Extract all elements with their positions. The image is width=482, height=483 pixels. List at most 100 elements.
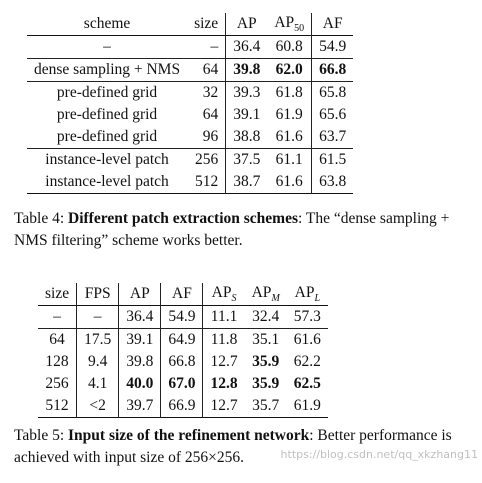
header-fps: FPS — [76, 283, 119, 306]
cell-scheme: instance-level patch — [45, 173, 169, 190]
cell-af: 63.8 — [311, 171, 354, 194]
table-row: – – 36.4 54.9 11.1 32.4 57.3 — [38, 305, 328, 329]
table-row: 512 <2 39.7 66.9 12.7 35.7 61.9 — [38, 395, 328, 418]
cell-apl: 62.2 — [293, 353, 321, 370]
cell-size: 96 — [202, 128, 219, 145]
cell-apm: 35.7 — [252, 397, 280, 414]
cell-apm: 35.1 — [244, 328, 287, 351]
cell-size: 64 — [38, 328, 77, 351]
cell-scheme: – — [103, 38, 111, 55]
cell-af: 66.9 — [160, 395, 203, 418]
cell-af: 66.8 — [311, 58, 354, 82]
cell-size: – — [53, 308, 61, 325]
caption-label: Table 4: — [14, 210, 69, 227]
table-row: dense sampling + NMS 64 39.8 62.0 66.8 — [27, 58, 354, 82]
cell-aps: 11.8 — [202, 328, 245, 351]
cell-fps: – — [76, 305, 119, 329]
table-row: pre-defined grid 32 39.3 61.8 65.8 — [27, 81, 354, 104]
cell-fps: 17.5 — [76, 328, 119, 351]
cell-af: 54.9 — [311, 35, 354, 59]
header-apl: APL — [294, 283, 321, 305]
cell-apm: 35.9 — [252, 353, 280, 370]
header-size: size — [45, 285, 70, 302]
cell-af: 61.5 — [311, 148, 354, 171]
cell-apm: 32.4 — [252, 308, 280, 325]
cell-scheme: dense sampling + NMS — [27, 58, 188, 82]
cell-ap50: 61.6 — [275, 128, 303, 145]
cell-af: 65.6 — [311, 104, 354, 126]
caption-text: : The “dense sampling + NMS filtering” s… — [14, 210, 450, 249]
table-row: – – 36.4 60.8 54.9 — [27, 35, 354, 59]
cell-ap: 39.8 — [225, 58, 268, 82]
cell-ap50: 62.0 — [267, 58, 312, 82]
header-scheme: scheme — [83, 15, 131, 32]
cell-af: 54.9 — [160, 305, 203, 329]
table-row: instance-level patch 512 38.7 61.6 63.8 — [27, 171, 354, 194]
header-ap50: AP50 — [274, 13, 305, 35]
header-af: AF — [311, 13, 354, 36]
cell-aps: 12.8 — [202, 373, 245, 395]
cell-aps: 12.7 — [202, 351, 245, 373]
header-af: AF — [160, 283, 203, 306]
cell-af: 64.9 — [160, 328, 203, 351]
cell-size: – — [210, 38, 219, 55]
watermark: https://blog.csdn.net/qq_xkzhang11 — [280, 448, 478, 461]
cell-ap: 36.4 — [118, 305, 161, 329]
caption-title: Input size of the refinement network — [68, 427, 310, 444]
table-row: 256 4.1 40.0 67.0 12.8 35.9 62.5 — [38, 373, 328, 395]
cell-ap50: 61.6 — [275, 173, 303, 190]
table-row: 128 9.4 39.8 66.8 12.7 35.9 62.2 — [38, 351, 328, 373]
table-5: size FPS AP AF APS APM APL – – 36.4 54.9… — [38, 283, 328, 418]
cell-scheme: pre-defined grid — [56, 128, 158, 145]
header-ap: AP — [118, 283, 161, 306]
cell-apm: 35.9 — [252, 375, 280, 392]
cell-ap: 39.1 — [225, 104, 268, 126]
cell-af: 63.7 — [311, 126, 354, 149]
cell-size: 32 — [187, 81, 226, 104]
cell-aps: 11.1 — [202, 305, 245, 329]
table-header-row: size FPS AP AF APS APM APL — [38, 283, 328, 306]
table-row: 64 17.5 39.1 64.9 11.8 35.1 61.6 — [38, 328, 328, 351]
cell-ap: 36.4 — [225, 35, 268, 59]
cell-ap50: 61.8 — [267, 81, 312, 104]
table-4-caption: Table 4: Different patch extraction sche… — [14, 208, 482, 252]
cell-aps: 12.7 — [202, 395, 245, 418]
cell-size: 256 — [187, 148, 226, 171]
cell-ap: 40.0 — [118, 373, 161, 395]
table-5-caption: Table 5: Input size of the refinement ne… — [14, 425, 482, 469]
cell-af: 66.8 — [160, 351, 203, 373]
cell-size: 512 — [194, 173, 219, 190]
cell-af: 67.0 — [160, 373, 203, 395]
table-row: pre-defined grid 96 38.8 61.6 63.7 — [27, 126, 354, 149]
cell-ap: 39.7 — [118, 395, 161, 418]
cell-fps: <2 — [76, 395, 119, 418]
caption-text: : Better performance is achieved with in… — [14, 427, 452, 466]
cell-size: 64 — [202, 106, 219, 123]
header-ap: AP — [225, 13, 268, 36]
caption-title: Different patch extraction schemes — [68, 210, 299, 227]
cell-scheme: instance-level patch — [27, 148, 188, 171]
cell-size: 512 — [45, 397, 69, 414]
cell-ap50: 60.8 — [275, 38, 303, 55]
table-header-row: scheme size AP AP50 AF — [27, 13, 354, 36]
table-row: pre-defined grid 64 39.1 61.9 65.6 — [27, 104, 354, 126]
cell-ap50: 61.9 — [275, 106, 303, 123]
cell-apl: 62.5 — [293, 375, 321, 392]
cell-apl: 61.9 — [293, 397, 321, 414]
table-row: instance-level patch 256 37.5 61.1 61.5 — [27, 148, 354, 171]
cell-scheme: pre-defined grid — [56, 106, 158, 123]
header-apm: APM — [251, 283, 280, 305]
cell-ap: 38.8 — [225, 126, 268, 149]
cell-fps: 9.4 — [76, 351, 119, 373]
table-4: scheme size AP AP50 AF – – 36.4 60.8 54.… — [27, 13, 354, 194]
cell-size: 256 — [45, 375, 69, 392]
cell-size: 64 — [187, 58, 226, 82]
cell-fps: 4.1 — [76, 373, 119, 395]
caption-label: Table 5: — [14, 427, 69, 444]
header-size: size — [194, 15, 219, 32]
cell-ap: 38.7 — [225, 171, 268, 194]
cell-af: 65.8 — [311, 81, 354, 104]
cell-ap: 39.1 — [118, 328, 161, 351]
cell-ap50: 61.1 — [267, 148, 312, 171]
cell-ap: 37.5 — [225, 148, 268, 171]
